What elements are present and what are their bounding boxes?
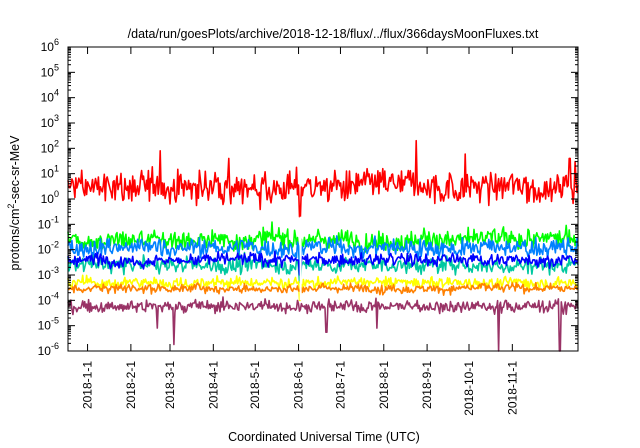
- series-line-2: [67, 235, 579, 269]
- plot-area: [68, 47, 578, 351]
- x-tick-label-7: 2018-8-1: [377, 361, 391, 409]
- y-tick-label-10: 104: [41, 88, 59, 105]
- x-tick-label-0: 2018-1-1: [81, 361, 95, 409]
- plot-background: [68, 47, 578, 351]
- x-tick-label-2: 2018-3-1: [163, 361, 177, 409]
- series-line-1: [67, 221, 579, 264]
- data-gap: [299, 216, 302, 301]
- y-axis-label-sup: 2: [6, 204, 16, 209]
- series-line-0: [67, 139, 579, 218]
- y-tick-label-1: 10-5: [38, 316, 59, 333]
- series-line-4: [67, 250, 579, 276]
- series-line-7: [67, 296, 579, 352]
- x-tick-label-10: 2018-11-1: [505, 361, 519, 415]
- y-tick-label-0: 10-6: [38, 341, 59, 358]
- series-layer: [67, 139, 579, 352]
- x-axis-label: Coordinated Universal Time (UTC): [228, 430, 420, 444]
- y-tick-label-12: 106: [41, 37, 59, 54]
- y-tick-label-5: 10-1: [38, 214, 59, 231]
- x-tick-label-5: 2018-6-1: [292, 361, 306, 409]
- chart-title: /data/run/goesPlots/archive/2018-12-18/f…: [128, 27, 539, 41]
- axes-layer: 10-6 10-5 10-4 10-3 10-2 10-1 100 101 102 103 104 1…: [38, 37, 579, 416]
- y-tick-label-9: 103: [41, 113, 59, 130]
- y-tick-label-2: 10-4: [38, 290, 59, 307]
- y-tick-label-11: 105: [41, 62, 59, 79]
- x-tick-label-9: 2018-10-1: [462, 361, 476, 416]
- y-axis-label-rest: -sec-sr-MeV: [8, 135, 22, 204]
- x-tick-label-4: 2018-5-1: [248, 361, 262, 409]
- series-line-6: [67, 281, 579, 297]
- y-tick-label-4: 10-2: [38, 240, 59, 257]
- x-tick-label-6: 2018-7-1: [333, 361, 347, 409]
- x-tick-label-3: 2018-4-1: [206, 361, 220, 409]
- y-tick-label-8: 102: [41, 138, 59, 155]
- y-axis-label: protons/cm2-sec-sr-MeV: [6, 135, 22, 271]
- y-tick-label-3: 10-3: [38, 265, 59, 282]
- x-tick-label-8: 2018-9-1: [420, 361, 434, 409]
- x-tick-label-1: 2018-2-1: [124, 361, 138, 409]
- y-tick-label-7: 101: [41, 164, 59, 181]
- y-axis-label-base: protons/cm: [8, 209, 22, 271]
- y-tick-label-6: 100: [41, 189, 59, 206]
